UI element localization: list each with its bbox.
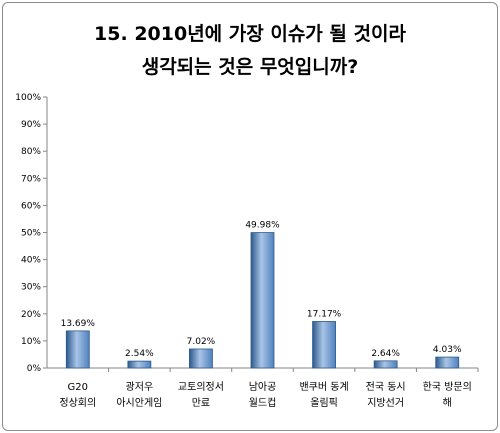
y-tick-label: 30% xyxy=(21,283,41,293)
chart-title-line-1: 15. 2010년에 가장 이슈가 될 것이라 xyxy=(94,23,406,45)
category-label: G20 xyxy=(68,382,88,393)
data-label: 49.98% xyxy=(245,221,280,231)
bar xyxy=(189,348,213,369)
bar xyxy=(127,360,152,369)
category-label: 밴쿠버 동계 xyxy=(299,381,348,393)
data-label: 7.02% xyxy=(187,337,216,347)
category-label: 해 xyxy=(443,396,452,409)
data-label: 4.03% xyxy=(433,345,462,355)
category-label: 지방선거 xyxy=(367,397,404,409)
category-label: 아시안게임 xyxy=(116,396,162,409)
category-label: 정상회의 xyxy=(59,397,96,409)
category-label: 한국 방문의 xyxy=(423,381,472,393)
category-label: 광저우 xyxy=(126,381,154,393)
y-tick-label: 80% xyxy=(21,147,41,157)
y-tick-label: 40% xyxy=(21,256,41,266)
data-label: 17.17% xyxy=(307,309,342,319)
bar xyxy=(250,232,275,369)
bar xyxy=(435,356,460,369)
category-label: 남아공 xyxy=(249,381,277,393)
chart-title-line-2: 생각되는 것은 무엇입니까? xyxy=(141,56,359,78)
category-label: 만료 xyxy=(192,397,210,409)
data-label: 2.54% xyxy=(125,349,154,359)
y-tick-label: 10% xyxy=(21,337,41,347)
category-label: 교토의정서 xyxy=(178,381,224,393)
bar xyxy=(373,360,398,369)
y-tick-label: 90% xyxy=(21,120,41,130)
y-tick-label: 70% xyxy=(21,174,41,184)
data-label: 13.69% xyxy=(61,319,96,329)
y-tick-label: 100% xyxy=(15,93,41,103)
y-tick-label: 50% xyxy=(21,229,41,239)
y-tick-label: 60% xyxy=(21,201,41,211)
y-tick-label: 0% xyxy=(27,364,42,374)
bar xyxy=(312,321,336,369)
data-label: 2.64% xyxy=(371,349,400,359)
y-tick-label: 20% xyxy=(21,310,41,320)
category-label: 올림픽 xyxy=(310,397,338,409)
category-label: 월드컵 xyxy=(249,396,277,409)
bar xyxy=(65,330,90,369)
category-label: 전국 동시 xyxy=(366,381,406,393)
